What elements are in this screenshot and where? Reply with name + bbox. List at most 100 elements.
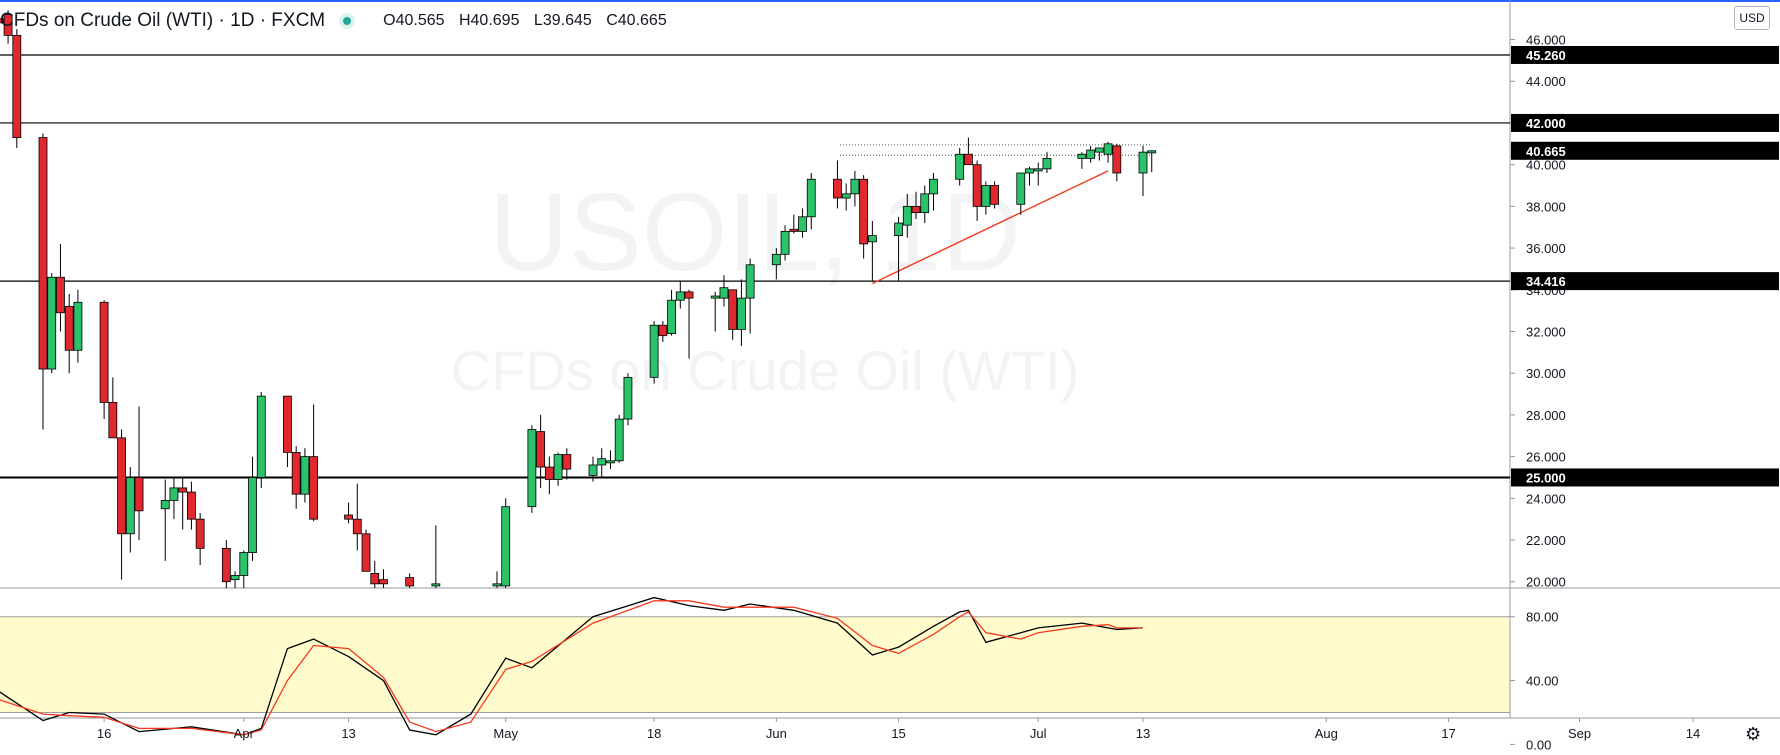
- candle-body[interactable]: [117, 437, 126, 535]
- candle-body[interactable]: [597, 458, 607, 466]
- candle-body[interactable]: [99, 301, 109, 403]
- candle-body[interactable]: [291, 452, 301, 495]
- candle-body[interactable]: [239, 552, 249, 576]
- price-axis-label: 36.000: [1526, 241, 1566, 256]
- candle-body[interactable]: [1094, 147, 1104, 153]
- candle-body[interactable]: [1042, 158, 1052, 170]
- candle-body[interactable]: [527, 429, 537, 508]
- candle-body[interactable]: [64, 306, 74, 351]
- candle-body[interactable]: [737, 297, 746, 330]
- market-status-icon: [339, 13, 356, 29]
- settings-gear-icon[interactable]: ⚙: [1745, 724, 1762, 744]
- candle-body[interactable]: [230, 575, 240, 581]
- candle-body[interactable]: [649, 324, 659, 378]
- candle-body[interactable]: [47, 276, 57, 370]
- candle-body[interactable]: [283, 395, 292, 453]
- candle-body[interactable]: [300, 456, 310, 495]
- candle-body[interactable]: [12, 34, 22, 138]
- candle-body[interactable]: [588, 464, 598, 476]
- candle-body[interactable]: [178, 487, 188, 493]
- currency-button[interactable]: USD: [1734, 6, 1770, 30]
- candle-body[interactable]: [1016, 172, 1026, 205]
- candle-body[interactable]: [38, 137, 48, 370]
- candle-body[interactable]: [3, 14, 13, 36]
- candle-body[interactable]: [431, 583, 441, 587]
- candle-body[interactable]: [256, 395, 266, 478]
- candle-body[interactable]: [344, 514, 353, 520]
- candle-body[interactable]: [221, 547, 231, 583]
- candle-body[interactable]: [963, 153, 973, 166]
- candle-body[interactable]: [972, 164, 982, 207]
- candle-body[interactable]: [309, 456, 319, 520]
- candle-body[interactable]: [675, 291, 685, 301]
- candle-body[interactable]: [553, 454, 563, 480]
- candle-body[interactable]: [1103, 143, 1113, 155]
- candle-body[interactable]: [405, 577, 415, 587]
- candle-body[interactable]: [623, 376, 633, 420]
- price-axis-label: 24.000: [1526, 491, 1566, 506]
- candle-body[interactable]: [780, 230, 790, 255]
- candle-body[interactable]: [73, 301, 83, 351]
- candle-body[interactable]: [955, 153, 965, 180]
- candle-body[interactable]: [859, 178, 869, 245]
- candle-body[interactable]: [1086, 149, 1096, 159]
- candle-body[interactable]: [56, 276, 65, 314]
- candle-body[interactable]: [187, 491, 196, 520]
- candle-body[interactable]: [379, 579, 388, 585]
- candle-body[interactable]: [850, 178, 860, 195]
- candle-body[interactable]: [981, 185, 991, 207]
- level-price-tag-0: 45.260: [1526, 48, 1566, 63]
- candle-body[interactable]: [719, 287, 729, 299]
- candle-body[interactable]: [606, 460, 615, 464]
- candle-body[interactable]: [1138, 151, 1148, 174]
- candle-body[interactable]: [841, 193, 851, 199]
- time-axis-label: Sep: [1568, 726, 1591, 741]
- candle-body[interactable]: [798, 216, 807, 232]
- candle-body[interactable]: [806, 178, 816, 218]
- candle-body[interactable]: [1025, 168, 1034, 174]
- price-axis-label: 32.000: [1526, 324, 1566, 339]
- candle-body[interactable]: [134, 477, 144, 512]
- candle-body[interactable]: [160, 500, 170, 510]
- candle-body[interactable]: [920, 193, 930, 214]
- candle-body[interactable]: [684, 291, 694, 299]
- candle-body[interactable]: [667, 299, 676, 334]
- candle-body[interactable]: [169, 487, 179, 501]
- candle-body[interactable]: [544, 466, 554, 480]
- candle-body[interactable]: [929, 178, 938, 195]
- candle-body[interactable]: [911, 205, 921, 214]
- candle-body[interactable]: [501, 506, 511, 587]
- candle-body[interactable]: [352, 518, 362, 535]
- candle-body[interactable]: [492, 583, 502, 587]
- candle-body[interactable]: [195, 518, 205, 549]
- level-price-tag-3-bg: [1511, 468, 1779, 487]
- candle-body[interactable]: [1112, 145, 1122, 174]
- candle-body[interactable]: [370, 573, 380, 585]
- level-price-tag-1: 42.000: [1526, 116, 1566, 131]
- candle-body[interactable]: [1147, 150, 1157, 154]
- symbol-title[interactable]: CFDs on Crude Oil (WTI) · 1D · FXCM: [0, 10, 326, 31]
- candle-body[interactable]: [614, 418, 624, 462]
- candle-body[interactable]: [361, 533, 371, 572]
- candle-body[interactable]: [728, 289, 738, 330]
- candle-body[interactable]: [833, 178, 842, 199]
- candle-body[interactable]: [745, 264, 755, 299]
- candle-body[interactable]: [789, 228, 799, 232]
- candle-body[interactable]: [1033, 168, 1043, 172]
- candle-body[interactable]: [125, 477, 135, 535]
- candle-body[interactable]: [771, 253, 781, 266]
- candle-body[interactable]: [658, 324, 668, 337]
- candle-body[interactable]: [248, 477, 257, 553]
- candle-body[interactable]: [0, 18, 4, 24]
- candle-body[interactable]: [710, 295, 720, 299]
- candle-body[interactable]: [562, 454, 572, 470]
- candle-body[interactable]: [536, 431, 546, 468]
- price-axis-label: 30.000: [1526, 366, 1566, 381]
- candle-body[interactable]: [1077, 153, 1087, 159]
- candle-body[interactable]: [990, 185, 999, 205]
- candle-body[interactable]: [894, 222, 903, 236]
- candle-body[interactable]: [108, 401, 118, 439]
- candle-body[interactable]: [902, 205, 912, 226]
- candle-body[interactable]: [867, 235, 877, 243]
